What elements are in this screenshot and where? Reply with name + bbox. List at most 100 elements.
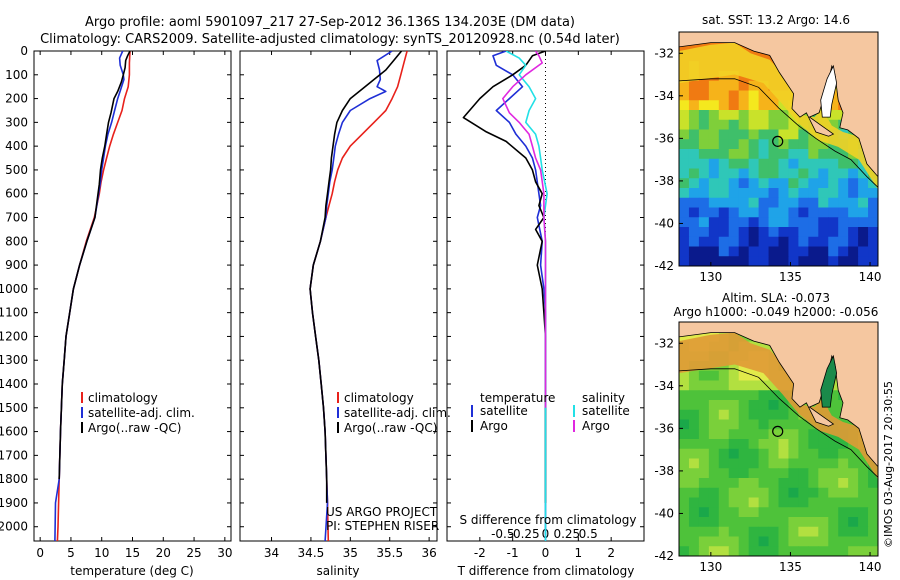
map-cell [858,227,869,238]
map-cell [778,429,789,440]
map-cell [758,246,770,257]
map-cell [768,90,779,101]
map-cell [768,380,779,391]
legend-label-t-satellite: satellite [480,404,528,418]
map-cell [758,546,770,556]
y-tick-label: 1400 [0,377,28,391]
s-tick-label: 0.25 [553,527,580,541]
map-cell [798,246,809,257]
map-cell [858,236,869,247]
map-cell [728,100,740,111]
map-cell [868,526,878,537]
map-cell [848,217,859,228]
map-cell [698,149,710,160]
map-cell [858,497,869,508]
map-cell [698,236,710,247]
map-cell [698,80,710,91]
map-cell [788,517,799,528]
x-tick-label: 35.5 [376,546,403,560]
depth-tick-labels: 0 100 200 300 400 500 600 700 800 900 1000 1100 1200… [0,44,28,534]
map-cell [798,487,809,498]
map-frame [678,321,879,557]
map-cell [728,158,740,169]
map-cell [698,256,710,266]
map-cell [808,497,819,508]
map-cell [748,458,760,469]
map-cell [718,478,730,489]
map-cell [679,129,690,140]
map-cell [788,487,799,498]
map-cell [868,256,878,266]
map-cell [748,188,760,199]
map-cell [828,517,839,528]
map-cell [768,217,779,228]
map-cell [758,439,770,450]
map-cell [818,227,829,238]
map-cell [848,546,859,556]
y-tick-label: 1800 [0,472,28,486]
x-tick-label: 25 [186,546,201,560]
series-line-satelliteadjclim [54,51,125,541]
map-frame [678,31,879,267]
map-cell [708,178,720,189]
map-cell [758,168,770,179]
map-cell [748,468,760,479]
map-cell [708,536,720,547]
map-cell [768,246,779,257]
map-cell [778,139,789,150]
map-cell [688,178,700,189]
legend-label-s-satellite: satellite [582,404,630,418]
map-cell [848,158,859,169]
map-cell [708,380,720,391]
map-cell [698,129,710,140]
map-cell [738,90,750,101]
map-cell [748,236,760,247]
y-tick-label: 1600 [0,425,28,439]
map-cell [679,188,690,199]
map-y-tick-label: -32 [654,46,674,60]
map-cell [758,236,770,247]
map-cell [698,526,710,537]
map-cell [808,478,819,489]
map-cell [748,197,760,208]
map-cell [848,487,859,498]
y-tick-label: 1200 [0,329,28,343]
map-cell [708,246,720,257]
map-cell [738,110,750,121]
map-cell [698,168,710,179]
map-cell [808,526,819,537]
map-cell [808,468,819,479]
map-cell [768,458,779,469]
map-cell [788,129,799,140]
map-cell [808,178,819,189]
map-cell [808,168,819,179]
map-y-tick-label: -38 [654,174,674,188]
map-cell [738,478,750,489]
map-cell [688,129,700,140]
map-cell [778,236,789,247]
map-cell [858,197,869,208]
map-cell [688,207,700,218]
map-cell [808,139,819,150]
map-cell [828,478,839,489]
map-cell [728,390,740,401]
map-cell [768,536,779,547]
map-cell [758,100,770,111]
map-cell [788,478,799,489]
map-cell [688,400,700,411]
map-cell [708,129,720,140]
map-cell [708,197,720,208]
map-y-tick-label: -42 [654,549,674,563]
map-cell [788,207,799,218]
map-cell [738,546,750,556]
map-cell [748,380,760,391]
map-cell [848,227,859,238]
map-cell [728,507,740,518]
map-cell [778,400,789,411]
map-cell [828,246,839,257]
map-cell [718,188,730,199]
map-cell [818,207,829,218]
map-cell [698,468,710,479]
map-cell [818,149,829,160]
map-cell [718,168,730,179]
